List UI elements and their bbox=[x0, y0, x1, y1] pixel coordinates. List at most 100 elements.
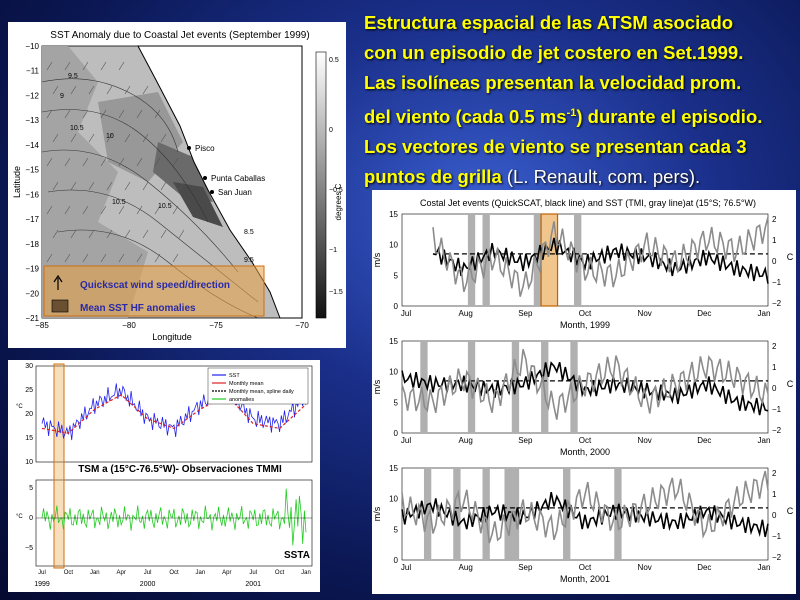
contour-label-8: 9.5 bbox=[244, 257, 254, 264]
wind-vector bbox=[52, 85, 59, 95]
wind-vector bbox=[70, 181, 77, 191]
jet-right-tick-label: 2 bbox=[772, 469, 777, 478]
wind-vector bbox=[136, 253, 143, 263]
wind-vector bbox=[124, 181, 131, 191]
wind-vector bbox=[118, 109, 125, 119]
wind-vector bbox=[142, 133, 149, 143]
sst-anomaly-line bbox=[41, 488, 307, 546]
contour-label-5: 10.5 bbox=[158, 203, 172, 210]
jet-panel-xlabel: Month, 1999 bbox=[560, 320, 610, 330]
jet-left-tick-label: 15 bbox=[389, 337, 398, 346]
sst-bottom-unit: °C bbox=[16, 514, 23, 520]
sst-x-tick-label: Apr bbox=[117, 570, 126, 576]
jet-month-tick-label: Jan bbox=[758, 563, 771, 572]
jet-left-tick-label: 0 bbox=[394, 429, 399, 438]
jet-sst-gray-line bbox=[401, 470, 769, 544]
wind-vector bbox=[154, 205, 161, 215]
wind-vector bbox=[70, 85, 77, 95]
wind-vector bbox=[82, 109, 89, 119]
jet-right-tick-label: −2 bbox=[772, 426, 782, 435]
jet-right-tick-label: 0 bbox=[772, 257, 777, 266]
wind-vector bbox=[82, 205, 89, 215]
jet-sst-gray-line bbox=[432, 216, 769, 297]
colorbar-tick-label: −1.5 bbox=[329, 289, 343, 296]
jet-right-tick-label: −2 bbox=[772, 299, 782, 308]
sst-year-label: 2001 bbox=[245, 581, 261, 588]
map-plot-area: Pisco Punta Caballas San Juan 9.5 9 10 1… bbox=[41, 45, 303, 319]
jet-right-tick-label: 2 bbox=[772, 342, 777, 351]
heading-line-1: Estructura espacial de las ATSM asociado bbox=[364, 12, 734, 33]
contour-label-7: 8.5 bbox=[244, 229, 254, 236]
wind-vector bbox=[100, 253, 107, 263]
jet-right-tick-label: 0 bbox=[772, 384, 777, 393]
wind-arrow-icon bbox=[53, 274, 63, 290]
jet-month-tick-label: Sep bbox=[518, 436, 533, 445]
sst-year-label: 1999 bbox=[34, 581, 50, 588]
sst-top-y-tick-label: 30 bbox=[25, 363, 33, 370]
contour-label-4: 10.5 bbox=[70, 125, 84, 132]
map-y-tick-label: −14 bbox=[25, 141, 39, 150]
jet-month-tick-label: Sep bbox=[518, 309, 533, 318]
jet-month-tick-label: Sep bbox=[518, 563, 533, 572]
contour-label-1: 9.5 bbox=[68, 73, 78, 80]
sst-top-y-ticks: 30 25 20 15 10 bbox=[25, 363, 33, 466]
jet-wind-black-line bbox=[432, 237, 769, 284]
wind-vector bbox=[172, 253, 179, 263]
wind-vector bbox=[106, 229, 113, 239]
wind-vector bbox=[154, 157, 161, 167]
jet-panel-xlabel: Month, 2001 bbox=[560, 574, 610, 584]
jet-month-tick-label: Dec bbox=[697, 309, 711, 318]
sst-top-y-tick-label: 25 bbox=[25, 387, 33, 394]
jet-plot-frame bbox=[401, 467, 769, 561]
jet-sst-gray-line bbox=[401, 348, 769, 420]
wind-vector bbox=[118, 157, 125, 167]
map-y-tick-label: −18 bbox=[25, 240, 39, 249]
sst-x-tick-label: Oct bbox=[275, 570, 285, 576]
jet-wind-black-line bbox=[401, 361, 769, 416]
wind-vector bbox=[160, 133, 167, 143]
map-land bbox=[137, 45, 303, 319]
sst-bottom-y-tick-label: 5 bbox=[29, 485, 33, 492]
sst-x-tick-label: Jan bbox=[90, 570, 100, 576]
wind-vector bbox=[154, 109, 161, 119]
jet-left-tick-label: 0 bbox=[394, 556, 399, 565]
map-anomaly-region-1 bbox=[42, 46, 148, 318]
map-y-tick-label: −16 bbox=[25, 190, 39, 199]
legend-anomaly-swatch bbox=[51, 299, 69, 313]
wind-vector bbox=[46, 61, 53, 71]
jet-left-tick-label: 5 bbox=[394, 525, 399, 534]
jet-left-tick-label: 5 bbox=[394, 271, 399, 280]
wind-vector bbox=[100, 109, 107, 119]
wind-vector bbox=[154, 253, 161, 263]
heading-line-2: con un episodio de jet costero en Set.19… bbox=[364, 42, 744, 63]
sst-monthly-mean-line bbox=[41, 394, 307, 434]
map-anomaly-region-4 bbox=[173, 182, 223, 227]
wind-vector bbox=[172, 157, 179, 167]
jet-month-tick-label: Dec bbox=[697, 563, 711, 572]
wind-vector bbox=[46, 157, 53, 167]
map-y-tick-label: −12 bbox=[25, 91, 39, 100]
jet-left-tick-label: 10 bbox=[389, 368, 398, 377]
jet-plot-frame bbox=[401, 213, 769, 307]
sst-bottom-y-ticks: 5 0 −5 bbox=[25, 485, 33, 552]
wind-vector bbox=[124, 133, 131, 143]
wind-vector bbox=[124, 229, 131, 239]
sst-x-tick-label: Oct bbox=[64, 570, 74, 576]
jet-right-tick-label: 2 bbox=[772, 215, 777, 224]
jet-right-tick-label: −1 bbox=[772, 278, 782, 287]
map-x-ticks: −85 −80 −75 −70 bbox=[35, 321, 309, 330]
map-y-tick-label: −20 bbox=[25, 289, 39, 298]
jet-right-tick-label: −1 bbox=[772, 532, 782, 541]
sst-bottom-y-tick-label: 0 bbox=[29, 515, 33, 522]
wind-vector bbox=[136, 109, 143, 119]
place-pisco: Pisco bbox=[195, 144, 215, 153]
wind-vector bbox=[106, 85, 113, 95]
map-y-ticks: −10 −11 −12 −13 −14 −15 −16 −17 −18 −19 −20 −21 bbox=[25, 42, 39, 323]
jet-right-tick-label: 1 bbox=[772, 363, 777, 372]
jet-month-tick-label: Oct bbox=[579, 563, 592, 572]
jet-right-tick-label: −1 bbox=[772, 405, 782, 414]
jet-right-unit: C bbox=[787, 379, 794, 389]
wind-vector bbox=[106, 133, 113, 143]
contour-label-3: 10 bbox=[106, 133, 114, 140]
wind-vector bbox=[88, 229, 95, 239]
